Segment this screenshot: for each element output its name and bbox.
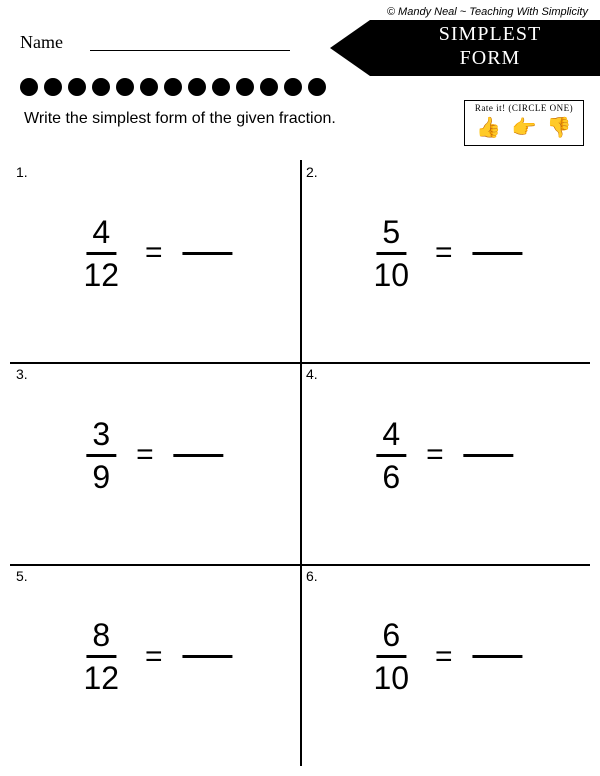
problem: 8 12 = [77, 619, 232, 694]
denominator: 12 [77, 658, 125, 694]
numerator: 4 [86, 216, 116, 255]
dot-icon [116, 78, 134, 96]
answer-blank[interactable] [174, 454, 224, 457]
fraction: 6 10 [367, 619, 415, 694]
problem: 3 9 = [86, 418, 223, 493]
dot-icon [20, 78, 38, 96]
thumbs-row: 👍 👉 👎 [465, 113, 583, 140]
fraction: 4 12 [77, 216, 125, 291]
title-line1: SIMPLEST [390, 22, 590, 46]
equals-sign: = [145, 640, 163, 674]
instructions-text: Write the simplest form of the given fra… [24, 110, 336, 128]
numerator: 5 [376, 216, 406, 255]
fraction: 5 10 [367, 216, 415, 291]
problem: 5 10 = [367, 216, 522, 291]
equals-sign: = [435, 640, 453, 674]
header-row: Name SIMPLEST FORM [20, 24, 600, 74]
denominator: 10 [367, 658, 415, 694]
denominator: 9 [86, 457, 116, 493]
denominator: 10 [367, 255, 415, 291]
title-banner: SIMPLEST FORM [330, 20, 600, 76]
problem-number: 4. [306, 366, 318, 382]
cell-1: 1. 4 12 = [10, 160, 300, 362]
dot-icon [260, 78, 278, 96]
dot-icon [308, 78, 326, 96]
name-input-line[interactable] [90, 50, 290, 51]
title-line2: FORM [390, 46, 590, 70]
numerator: 4 [376, 418, 406, 457]
answer-blank[interactable] [473, 252, 523, 255]
problem-number: 5. [16, 568, 28, 584]
problem: 4 6 = [376, 418, 513, 493]
dot-icon [68, 78, 86, 96]
cell-4: 4. 4 6 = [300, 362, 590, 564]
dot-icon [188, 78, 206, 96]
problem-number: 2. [306, 164, 318, 180]
problem-number: 3. [16, 366, 28, 382]
answer-blank[interactable] [473, 655, 523, 658]
fraction: 8 12 [77, 619, 125, 694]
dots-row [20, 78, 326, 96]
rate-it-title: Rate it! (CIRCLE ONE) [465, 101, 583, 113]
denominator: 12 [77, 255, 125, 291]
dot-icon [44, 78, 62, 96]
name-label: Name [20, 32, 63, 53]
title-text: SIMPLEST FORM [390, 22, 590, 70]
thumbs-up-icon[interactable]: 👍 [476, 115, 501, 140]
answer-blank[interactable] [464, 454, 514, 457]
problem-number: 1. [16, 164, 28, 180]
copyright-text: © Mandy Neal ~ Teaching With Simplicity [387, 6, 588, 18]
thumbs-side-icon[interactable]: 👉 [512, 115, 537, 140]
fraction: 3 9 [86, 418, 116, 493]
thumbs-down-icon[interactable]: 👎 [547, 115, 572, 140]
equals-sign: = [426, 438, 444, 472]
equals-sign: = [145, 236, 163, 270]
cell-5: 5. 8 12 = [10, 564, 300, 766]
answer-blank[interactable] [183, 252, 233, 255]
equals-sign: = [435, 236, 453, 270]
problem: 6 10 = [367, 619, 522, 694]
answer-blank[interactable] [183, 655, 233, 658]
dot-icon [92, 78, 110, 96]
dot-icon [164, 78, 182, 96]
cell-6: 6. 6 10 = [300, 564, 590, 766]
fraction: 4 6 [376, 418, 406, 493]
dot-icon [284, 78, 302, 96]
rate-it-box: Rate it! (CIRCLE ONE) 👍 👉 👎 [464, 100, 584, 146]
equals-sign: = [136, 438, 154, 472]
denominator: 6 [376, 457, 406, 493]
numerator: 8 [86, 619, 116, 658]
cell-2: 2. 5 10 = [300, 160, 590, 362]
problem: 4 12 = [77, 216, 232, 291]
dot-icon [212, 78, 230, 96]
problem-number: 6. [306, 568, 318, 584]
dot-icon [140, 78, 158, 96]
problem-grid: 1. 4 12 = 2. 5 10 = 3. 3 9 = [10, 160, 590, 766]
dot-icon [236, 78, 254, 96]
numerator: 6 [376, 619, 406, 658]
numerator: 3 [86, 418, 116, 457]
cell-3: 3. 3 9 = [10, 362, 300, 564]
